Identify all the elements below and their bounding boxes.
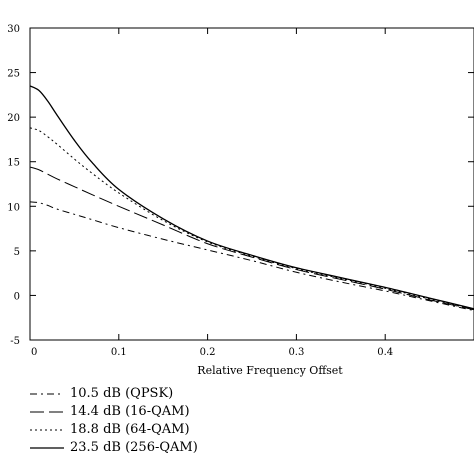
y-tick-label: 10	[7, 202, 20, 213]
y-tick-label: 5	[14, 247, 20, 258]
y-tick-label: 25	[7, 69, 20, 80]
legend-swatch-long-dash	[30, 411, 64, 413]
legend-swatch-dotted	[30, 429, 64, 431]
y-tick-label: 30	[7, 24, 20, 35]
legend-swatch-solid	[30, 447, 64, 449]
y-tick-label: 15	[7, 158, 20, 169]
x-tick-label: 0.1	[111, 347, 127, 358]
axis-ticks	[29, 27, 474, 341]
x-tick-label: 0.4	[377, 347, 393, 358]
x-axis-label: Relative Frequency Offset	[197, 364, 343, 377]
x-tick-label: 0.2	[200, 347, 216, 358]
axis-tick-labels: 0 0.1 0.2 0.3 0.4 -5 0 5 10 15 20 25 30	[7, 24, 393, 358]
y-tick-label: -5	[10, 336, 20, 347]
series-line-dotted	[29, 127, 474, 311]
series-line-long-dash	[29, 166, 474, 311]
series-line-solid	[29, 85, 474, 310]
legend-swatch-dash-dot	[30, 393, 64, 395]
y-tick-label: 0	[14, 291, 20, 302]
y-tick-label: 20	[7, 113, 20, 124]
legend-label: 18.8 dB (64-QAM)	[70, 422, 190, 437]
series-lines	[29, 85, 474, 312]
legend-label: 10.5 dB (QPSK)	[70, 386, 174, 401]
series-line-dash-dot	[29, 201, 474, 312]
legend-label: 23.5 dB (256-QAM)	[70, 440, 198, 455]
plot-frame	[29, 27, 474, 341]
x-tick-label: 0	[31, 347, 37, 358]
x-tick-label: 0.3	[288, 347, 304, 358]
legend-label: 14.4 dB (16-QAM)	[70, 404, 190, 419]
